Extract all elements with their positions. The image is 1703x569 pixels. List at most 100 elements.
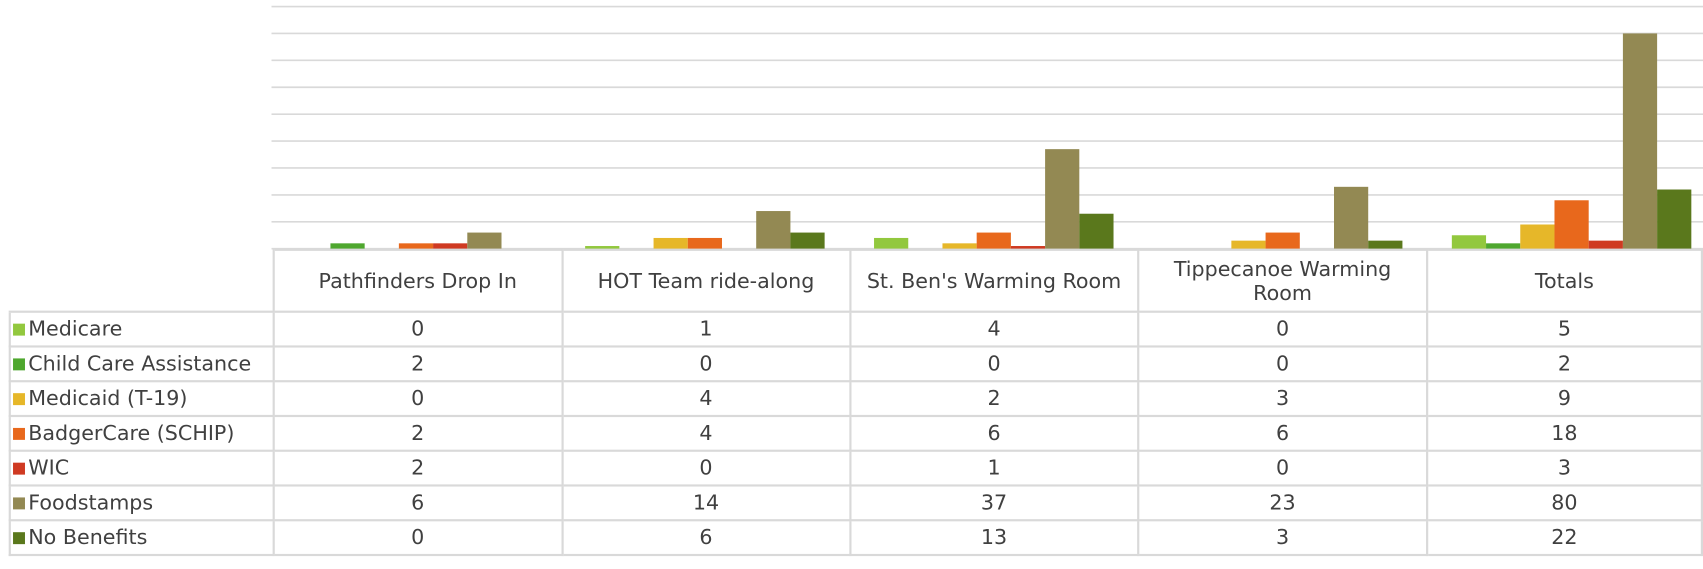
data-row: Foodstamps 6 14 37 23 80 <box>8 484 1703 522</box>
bar <box>1588 240 1623 249</box>
table-value: 37 <box>848 484 1140 522</box>
header-row: Pathfinders Drop In HOT Team ride-along St… <box>9 248 1703 313</box>
column-header: Pathfinders Drop In <box>272 248 564 313</box>
column-header: Totals <box>1425 248 1703 313</box>
table-value: 2 <box>272 449 564 487</box>
bar <box>874 237 909 249</box>
bar <box>330 243 365 249</box>
table-value: 4 <box>560 380 851 418</box>
table-value: 0 <box>272 519 564 557</box>
table-value: 3 <box>1137 380 1428 418</box>
table-value: 0 <box>560 449 851 487</box>
legend-key <box>13 393 25 406</box>
corner <box>9 249 275 313</box>
row-header: Medicare <box>8 310 275 348</box>
table-value: 6 <box>272 484 564 522</box>
bar <box>1622 33 1658 249</box>
column-header: St. Ben's Warming Room <box>848 248 1140 313</box>
table-value: 14 <box>560 484 851 522</box>
row-header: Child Care Assistance <box>8 345 275 383</box>
table-value: 0 <box>848 345 1140 383</box>
table-value: 0 <box>1137 345 1428 383</box>
bar <box>653 237 688 249</box>
bar <box>1486 243 1521 249</box>
column-header: HOT Team ride-along <box>560 248 851 313</box>
table-value: 0 <box>272 380 564 418</box>
legend-label: No Benefits <box>28 525 148 550</box>
table-value: 6 <box>560 519 851 557</box>
table-value: 2 <box>272 414 564 452</box>
legend-key <box>13 462 25 475</box>
table-value: 0 <box>560 345 851 383</box>
bar <box>585 246 620 249</box>
data-table: Pathfinders Drop In HOT Team ride-along St… <box>8 248 1703 557</box>
bar <box>1231 240 1266 249</box>
bar <box>1334 186 1369 249</box>
table-value: 4 <box>848 310 1140 348</box>
legend-key <box>13 497 25 510</box>
bar <box>1520 224 1555 249</box>
table-value: 1 <box>848 449 1140 487</box>
row-header: No Benefits <box>8 519 275 557</box>
row-header: Foodstamps <box>8 484 275 522</box>
bar <box>1265 232 1300 249</box>
table-value: 2 <box>272 345 564 383</box>
bar <box>433 243 468 249</box>
row-header: WIC <box>8 449 275 487</box>
bar <box>756 211 791 249</box>
table-value: 0 <box>1137 310 1428 348</box>
bar <box>942 243 977 249</box>
legend-label: BadgerCare (SCHIP) <box>28 421 235 446</box>
data-row: Child Care Assistance 2 0 0 0 2 <box>8 345 1703 383</box>
table-value: 22 <box>1425 519 1703 557</box>
table-value: 80 <box>1425 484 1703 522</box>
table-value: 2 <box>1425 345 1703 383</box>
bar <box>1045 149 1080 249</box>
bar <box>467 232 502 249</box>
legend-label: Foodstamps <box>28 490 154 515</box>
legend-label: Medicare <box>28 317 123 342</box>
bar <box>976 232 1011 249</box>
bar <box>790 232 825 249</box>
bar <box>1010 246 1046 249</box>
bar <box>1079 213 1114 249</box>
table-value: 23 <box>1137 484 1428 522</box>
legend-key <box>13 323 25 336</box>
data-row: WIC 2 0 1 0 3 <box>8 449 1703 487</box>
column-header: Tippecanoe Warming Room <box>1137 248 1428 313</box>
table-value: 6 <box>848 414 1140 452</box>
legend-key <box>13 358 25 371</box>
table-value: 5 <box>1425 310 1703 348</box>
table-value: 13 <box>848 519 1140 557</box>
legend-label: Medicaid (T-19) <box>28 386 188 411</box>
table-value: 2 <box>848 380 1140 418</box>
table-value: 6 <box>1137 414 1428 452</box>
bar <box>398 243 434 249</box>
table-value: 3 <box>1425 449 1703 487</box>
table-value: 0 <box>272 310 564 348</box>
data-row: BadgerCare (SCHIP) 2 4 6 6 18 <box>8 414 1703 452</box>
table-value: 1 <box>560 310 851 348</box>
bar <box>1657 189 1692 249</box>
bar <box>1451 235 1487 249</box>
table-value: 4 <box>560 414 851 452</box>
bar <box>1554 200 1589 249</box>
row-header: BadgerCare (SCHIP) <box>8 414 275 452</box>
data-row: Medicaid (T-19) 0 4 2 3 9 <box>8 380 1703 418</box>
row-header: Medicaid (T-19) <box>8 380 275 418</box>
legend-key <box>13 532 25 545</box>
table-value: 3 <box>1137 519 1428 557</box>
legend-label: Child Care Assistance <box>28 351 252 376</box>
table-value: 0 <box>1137 449 1428 487</box>
table-value: 18 <box>1425 414 1703 452</box>
table-value: 9 <box>1425 380 1703 418</box>
data-row: Medicare 0 1 4 0 5 <box>8 310 1703 348</box>
legend-label: WIC <box>28 456 70 481</box>
legend-key <box>13 427 25 440</box>
data-row: No Benefits 0 6 13 3 22 <box>8 519 1703 557</box>
bar <box>1368 240 1403 249</box>
bar <box>687 237 722 249</box>
